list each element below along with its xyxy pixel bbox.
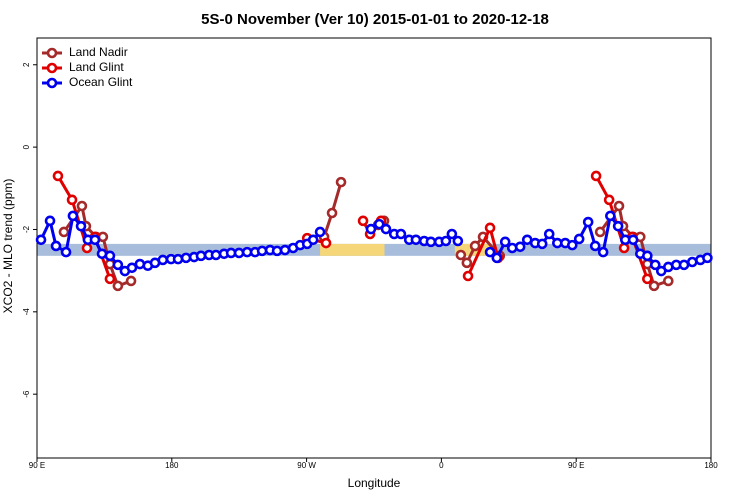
data-point (35, 234, 47, 246)
y-tick-label: -2 (22, 225, 31, 233)
legend-marker (46, 77, 58, 89)
data-point (455, 249, 467, 261)
data-point (126, 262, 138, 274)
data-point (180, 252, 192, 264)
data-point (613, 200, 625, 212)
data-point (686, 256, 698, 268)
data-point (112, 280, 124, 292)
data-point (44, 215, 56, 227)
data-point (233, 247, 245, 259)
y-tick-label: -4 (22, 308, 31, 316)
data-point (678, 259, 690, 271)
data-point (157, 254, 169, 266)
data-point (314, 226, 326, 238)
x-tick-label: 0 (439, 461, 444, 470)
x-tick-label: 90 E (568, 461, 584, 470)
data-point (67, 210, 79, 222)
data-point (573, 233, 585, 245)
x-tick-label: 180 (165, 461, 179, 470)
data-point (425, 236, 437, 248)
legend-marker (46, 62, 58, 74)
data-point (195, 250, 207, 262)
data-point (89, 234, 101, 246)
data-point (514, 241, 526, 253)
data-point (543, 228, 555, 240)
data-point (58, 226, 70, 238)
data-point (648, 280, 660, 292)
data-point (642, 250, 653, 262)
plot-area: 90 E 180 90 W 0 90 E 180 -6 -4 -2 0 2 Land NadirLan… (22, 37, 718, 470)
data-point (335, 176, 347, 188)
legend-label: Land Glint (69, 60, 124, 74)
data-point (567, 239, 578, 251)
data-point (380, 223, 392, 235)
x-tick-label: 90 W (297, 461, 316, 470)
data-point (618, 242, 630, 254)
band-highlight (320, 243, 385, 256)
data-point (594, 226, 606, 238)
data-point (357, 215, 369, 227)
data-point (75, 220, 87, 232)
y-tick-label: -6 (22, 390, 31, 398)
data-point (365, 223, 377, 235)
data-point (104, 273, 116, 285)
data-point (320, 237, 332, 249)
data-point (702, 252, 713, 264)
data-point (597, 246, 609, 258)
data-point (76, 200, 88, 212)
data-point (81, 242, 93, 254)
data-point (60, 246, 72, 258)
data-point (112, 259, 124, 271)
data-point (66, 194, 78, 206)
x-tick-label: 180 (704, 461, 718, 470)
data-point (395, 228, 407, 240)
y-tick-label: 0 (22, 144, 31, 149)
x-axis-label: Longitude (348, 476, 401, 490)
y-tick-label: 2 (22, 62, 31, 67)
y-axis-label: XCO2 - MLO trend (ppm) (1, 179, 15, 314)
chart-title: 5S-0 November (Ver 10) 2015-01-01 to 202… (201, 11, 549, 28)
data-point (642, 273, 653, 285)
data-point (663, 275, 674, 287)
data-point (491, 252, 503, 264)
data-point (469, 240, 481, 252)
data-point (461, 257, 473, 269)
data-point (484, 222, 496, 234)
data-point (104, 250, 116, 262)
data-point (462, 270, 474, 282)
data-point (307, 234, 319, 246)
data-point (446, 228, 458, 240)
data-point (452, 235, 464, 247)
data-point (627, 234, 639, 246)
data-point (50, 240, 62, 252)
data-point (125, 275, 137, 287)
data-point (536, 238, 548, 250)
data-point (612, 220, 624, 232)
legend-label: Land Nadir (69, 45, 128, 59)
data-point (52, 170, 64, 182)
data-point (410, 234, 422, 246)
data-point (279, 244, 291, 256)
data-point (649, 259, 661, 271)
x-tick-label: 90 E (29, 461, 45, 470)
data-point (484, 246, 496, 258)
data-point (499, 236, 511, 248)
data-point (603, 194, 615, 206)
data-point (605, 210, 616, 222)
data-point (440, 235, 452, 247)
data-point (373, 218, 385, 230)
legend-label: Ocean Glint (69, 75, 133, 89)
legend-marker (46, 47, 58, 59)
data-point (326, 207, 338, 219)
data-point (589, 240, 601, 252)
data-point (590, 170, 602, 182)
data-point (210, 249, 222, 261)
data-point (582, 216, 594, 228)
axes-frame (36, 37, 712, 459)
